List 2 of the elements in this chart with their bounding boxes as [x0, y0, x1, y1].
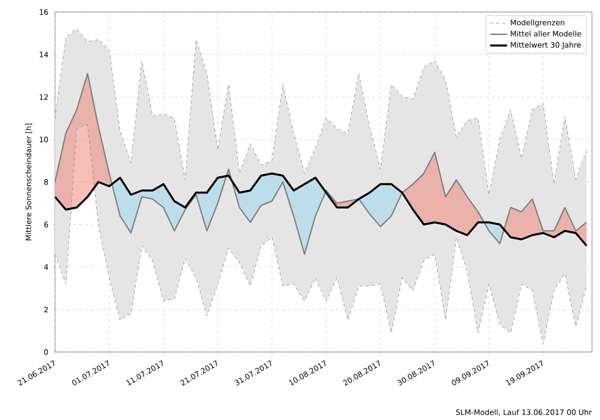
- line-series: [55, 124, 587, 344]
- line-series: [55, 28, 587, 196]
